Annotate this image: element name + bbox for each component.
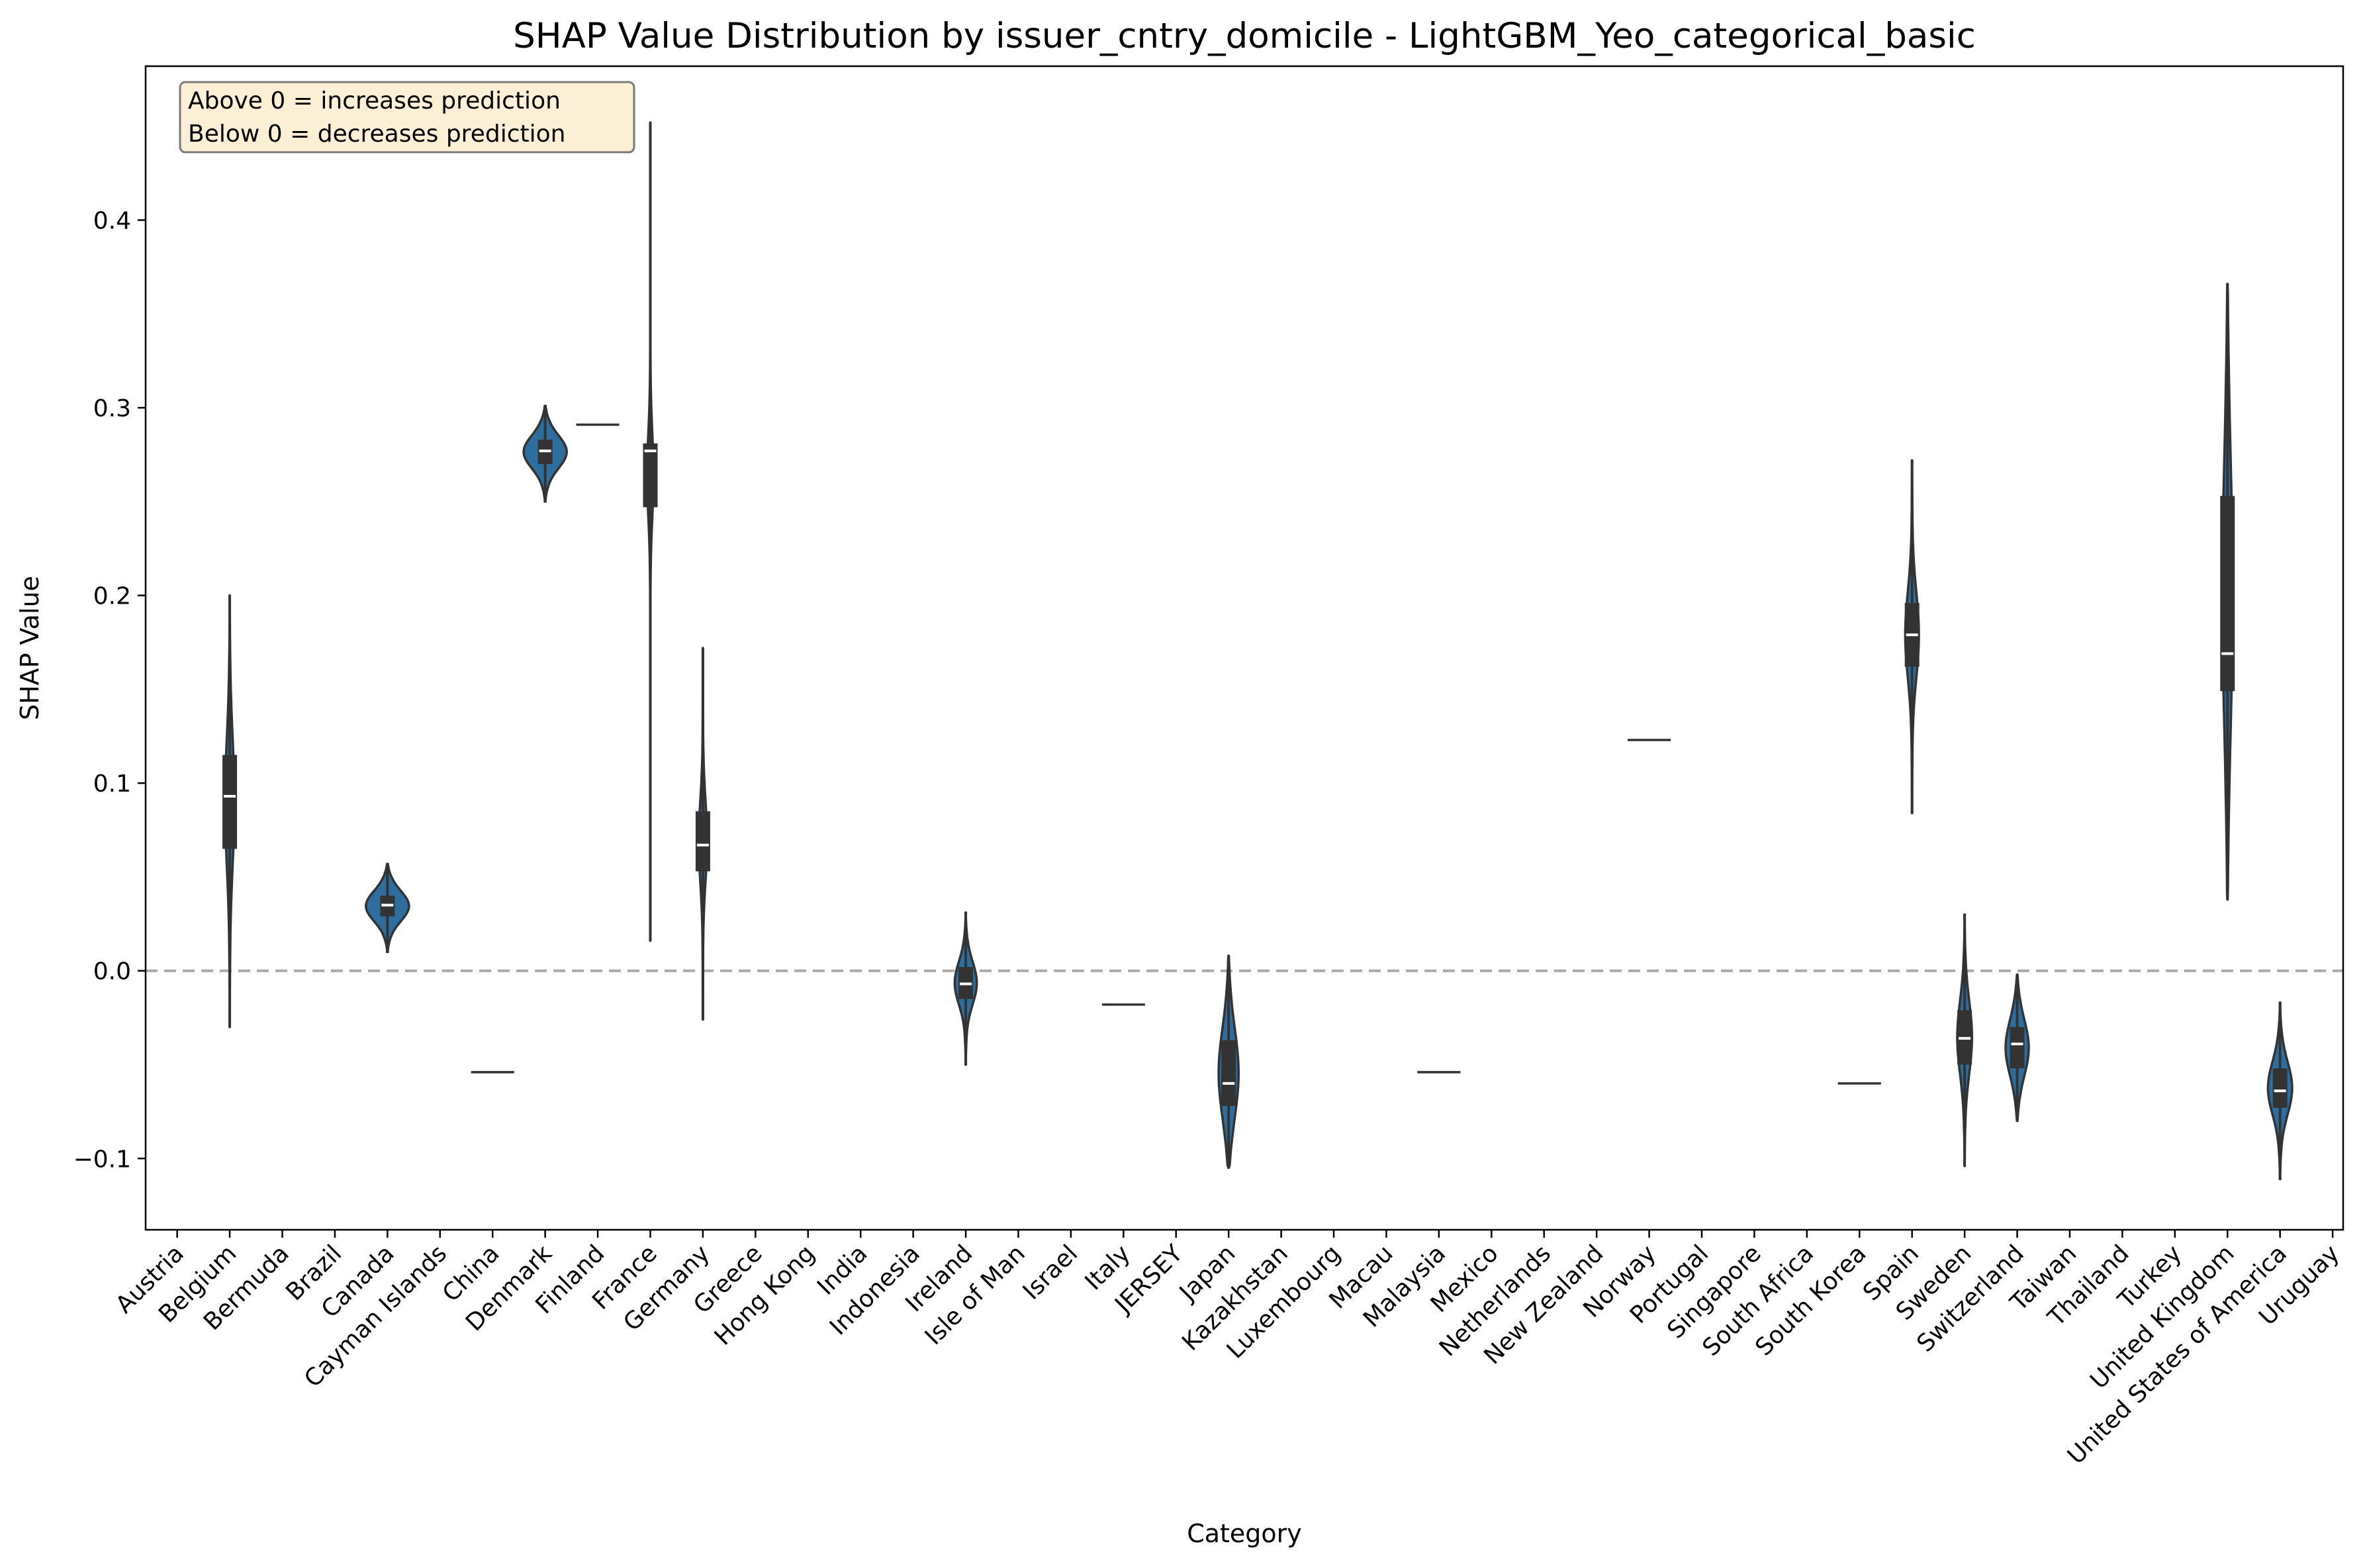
violin-iqr-box [2010, 1027, 2025, 1069]
y-tick-label: −0.1 [73, 1146, 131, 1173]
y-tick-label: 0.4 [93, 208, 131, 235]
violin-iqr-box [1221, 1040, 1236, 1106]
annotation-line-below: Below 0 = decreases prediction [188, 120, 565, 148]
y-axis: −0.1 0.0 0.1 0.2 0.3 0.4 [73, 208, 146, 1173]
y-tick-label: 0.3 [93, 395, 131, 422]
violin-iqr-box [2272, 1068, 2288, 1108]
violin-iqr-box [2220, 496, 2235, 692]
y-axis-label: SHAP Value [15, 576, 44, 720]
single-value-markers [471, 423, 1881, 1085]
violins [222, 121, 2294, 1181]
violin-iqr-box [695, 811, 710, 872]
plot-area [144, 65, 2344, 1231]
annotation-box-background [179, 81, 635, 154]
violin-iqr-box [643, 443, 658, 508]
y-tick-label: 0.1 [93, 770, 131, 798]
chart-title: SHAP Value Distribution by issuer_cntry_… [513, 16, 1976, 56]
y-tick-label: 0.2 [93, 583, 131, 610]
annotation-line-above: Above 0 = increases prediction [188, 87, 561, 115]
y-tick-label: 0.0 [93, 958, 131, 986]
annotation-box: Above 0 = increases prediction Below 0 =… [179, 81, 635, 154]
axes-frame [144, 65, 2344, 1231]
violin-iqr-box [222, 755, 238, 849]
x-axis-label: Category [1187, 1519, 1302, 1548]
